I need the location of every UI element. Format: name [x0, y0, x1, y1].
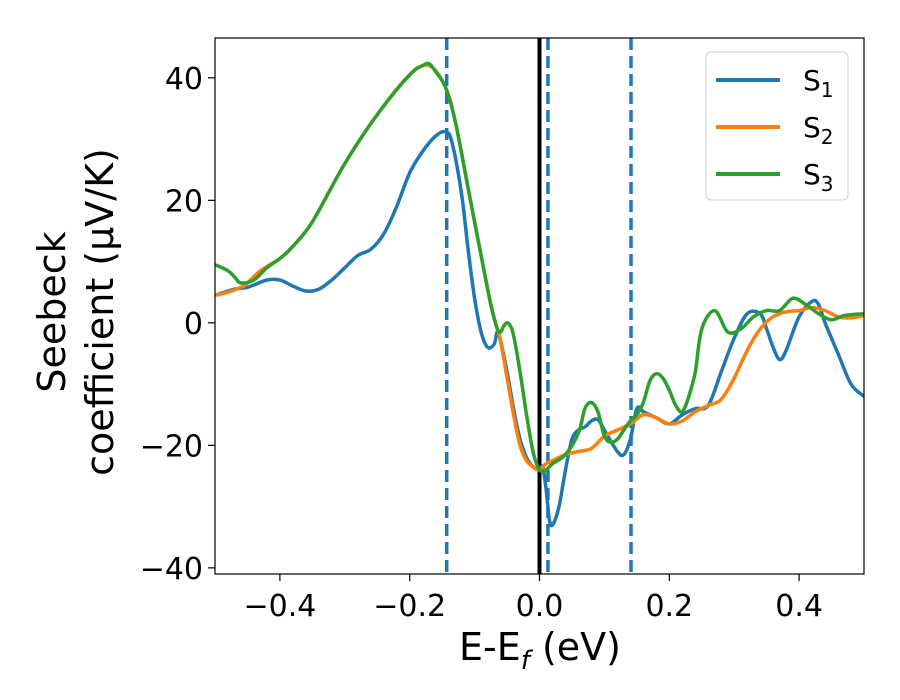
- legend: S1 S2 S3: [705, 51, 849, 201]
- x-tick-label: 0.0: [516, 589, 564, 624]
- y-axis-label-line2: coefficient (μV/K): [78, 148, 122, 476]
- x-tick-label: 0.4: [775, 589, 823, 624]
- x-tick-label: −0.4: [243, 589, 316, 624]
- series-line-s1: [215, 129, 864, 528]
- y-tick-label: 40: [165, 62, 203, 97]
- y-axis-label: Seebeck coefficient (μV/K): [30, 148, 122, 476]
- legend-label-s2: S2: [803, 111, 834, 149]
- x-axis: −0.4 −0.2 0.0 0.2 0.4: [243, 574, 823, 624]
- y-axis: −40 −20 0 20 40: [140, 62, 215, 587]
- legend-label-s1: S1: [803, 64, 834, 102]
- legend-label-s3: S3: [803, 158, 834, 196]
- y-tick-label: 0: [184, 307, 203, 342]
- y-axis-label-line1: Seebeck: [30, 231, 74, 392]
- y-tick-label: −20: [140, 429, 203, 464]
- x-axis-label: E-Ef (eV): [459, 625, 621, 676]
- y-tick-label: −40: [140, 552, 203, 587]
- x-tick-label: 0.2: [645, 589, 693, 624]
- series-lines: [215, 61, 864, 528]
- vertical-markers: [444, 38, 633, 574]
- series-line-s3: [215, 61, 864, 474]
- x-tick-label: −0.2: [373, 589, 446, 624]
- y-tick-label: 20: [165, 184, 203, 219]
